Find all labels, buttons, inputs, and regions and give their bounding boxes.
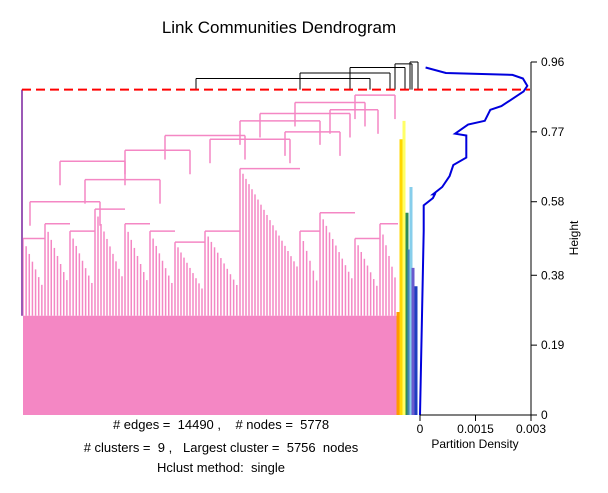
density-tick-label: 0.0015 (457, 422, 494, 436)
density-tick-label: 0 (417, 422, 424, 436)
stats-hclust-method: Hclust method: single (157, 460, 285, 475)
dendrogram-tree (21, 61, 419, 415)
density-tick-label: 0.003 (516, 422, 546, 436)
density-axis-label: Partition Density (431, 437, 518, 451)
partition-density-axis: 0 0.0015 0.003 (417, 414, 546, 436)
height-tick-label: 0.96 (541, 55, 565, 69)
height-tick-label: 0.58 (541, 195, 565, 209)
height-tick-label: 0.77 (541, 125, 565, 139)
stats-clusters: # clusters = 9 , Largest cluster = 5756 … (84, 440, 359, 455)
chart-title: Link Communities Dendrogram (162, 18, 396, 37)
height-axis-label: Height (567, 220, 581, 255)
stats-edges-nodes: # edges = 14490 , # nodes = 5778 (113, 417, 329, 432)
height-tick-label: 0.19 (541, 338, 565, 352)
main-cluster-leaves (23, 315, 398, 415)
height-axis: 0 0.19 0.38 0.58 0.77 0.96 (530, 55, 565, 422)
height-tick-label: 0 (541, 408, 548, 422)
height-tick-label: 0.38 (541, 268, 565, 282)
density-curve-line (419, 66, 529, 416)
partition-density-curve (419, 66, 529, 416)
